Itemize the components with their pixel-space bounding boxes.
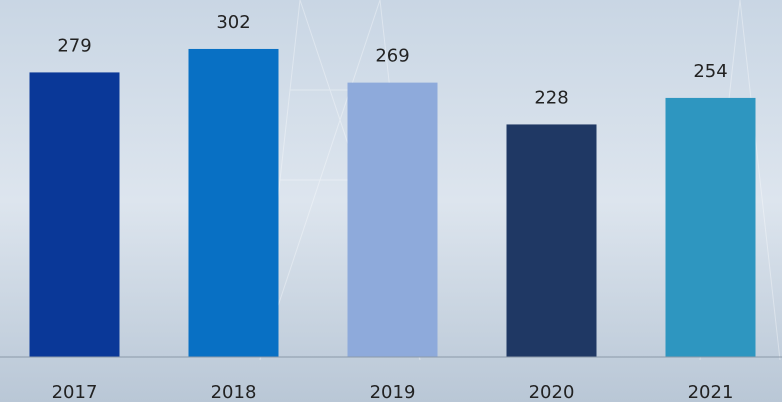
x-tick-label: 2021 <box>688 382 734 402</box>
bar <box>29 72 120 358</box>
x-tick-label: 2019 <box>370 382 416 402</box>
x-tick-label: 2018 <box>211 382 257 402</box>
x-tick-label: 2017 <box>52 382 98 402</box>
data-label: 279 <box>57 35 91 56</box>
bar <box>188 48 279 358</box>
data-label: 302 <box>216 12 250 33</box>
data-label: 228 <box>534 87 568 108</box>
bar <box>347 82 438 358</box>
data-label: 254 <box>693 61 727 82</box>
x-tick-label: 2020 <box>529 382 575 402</box>
bar <box>665 97 756 358</box>
data-label: 269 <box>375 46 409 67</box>
bar <box>506 124 597 357</box>
